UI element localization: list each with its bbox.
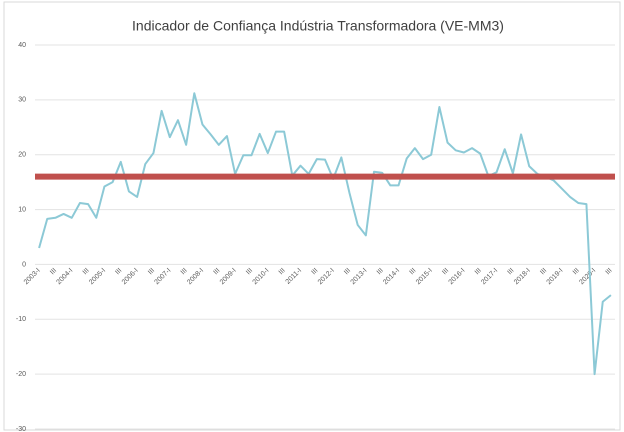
y-tick-label: -20	[16, 371, 26, 378]
chart-title: Indicador de Confiança Indústria Transfo…	[132, 18, 504, 34]
x-tick-label: III	[572, 267, 581, 276]
x-tick-label: III	[180, 267, 189, 276]
x-tick-label: III	[82, 267, 91, 276]
x-tick-label: III	[376, 267, 385, 276]
x-tick-label: III	[539, 267, 548, 276]
y-tick-label: 20	[18, 152, 26, 159]
x-tick-label: III	[343, 267, 352, 276]
y-tick-label: 0	[22, 261, 26, 268]
x-tick-label: III	[605, 267, 614, 276]
x-tick-label: III	[114, 267, 123, 276]
x-tick-label: III	[212, 267, 221, 276]
x-tick-label: III	[49, 267, 58, 276]
data-line	[38, 92, 612, 376]
y-tick-label: 40	[18, 42, 26, 49]
y-tick-label: -30	[16, 426, 26, 432]
y-tick-label: 30	[18, 97, 26, 104]
y-tick-label: -10	[16, 316, 26, 323]
x-tick-label: III	[474, 267, 483, 276]
x-tick-label: III	[408, 267, 417, 276]
x-tick-label: III	[507, 267, 516, 276]
x-tick-label: III	[147, 267, 156, 276]
x-tick-label: III	[245, 267, 254, 276]
chart-frame	[3, 1, 621, 431]
x-tick-label: III	[441, 267, 450, 276]
y-tick-label: 10	[18, 206, 26, 213]
x-tick-label: III	[278, 267, 287, 276]
x-tick-label: III	[310, 267, 319, 276]
